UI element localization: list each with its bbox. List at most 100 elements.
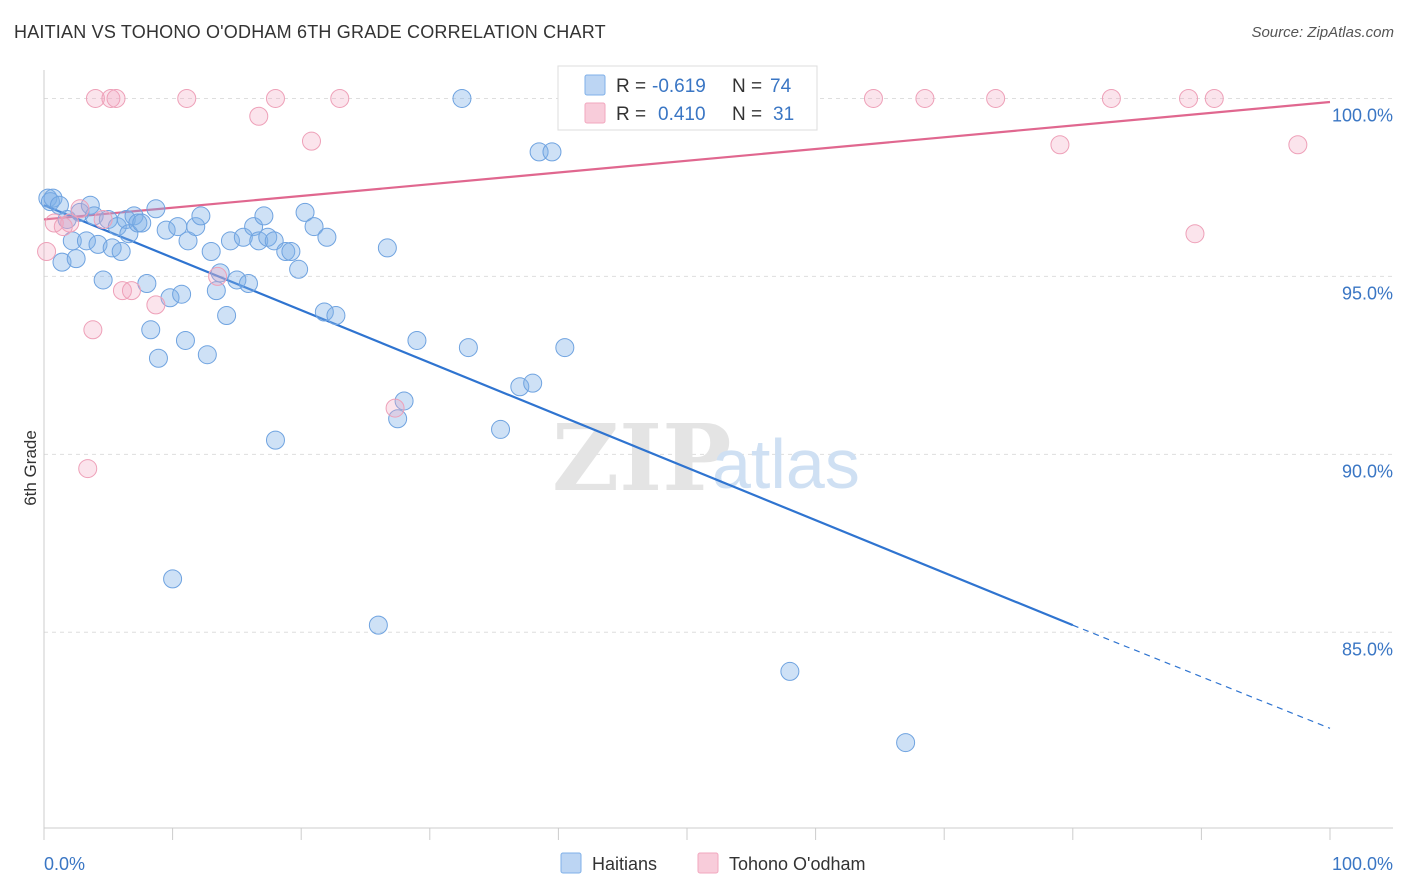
point-tohono-18 (330, 88, 350, 108)
point-haitians-44 (238, 274, 258, 294)
point-haitians-59 (368, 615, 388, 635)
point-tohono-24 (1050, 135, 1070, 155)
point-haitians-27 (156, 220, 176, 240)
x-tick-label-100: 100.0% (1332, 854, 1393, 874)
source-label: Source: ZipAtlas.com (1251, 24, 1394, 41)
point-haitians-2 (43, 188, 63, 208)
legend-n-value-2: 31 (773, 104, 794, 125)
y-tick-label-95: 95.0% (1342, 283, 1393, 303)
point-haitians-32 (175, 330, 195, 350)
point-haitians-10 (80, 195, 100, 215)
point-haitians-40 (217, 306, 237, 326)
point-haitians-23 (137, 274, 157, 294)
legend-r-value-1: -0.619 (652, 76, 706, 97)
point-tohono-21 (863, 88, 883, 108)
point-haitians-57 (317, 227, 337, 247)
point-haitians-58 (326, 306, 346, 326)
point-haitians-73 (542, 142, 562, 162)
point-haitians-17 (111, 241, 131, 261)
watermark-atlas: atlas (712, 425, 860, 503)
point-haitians-52 (281, 241, 301, 261)
point-tohono-28 (1204, 88, 1224, 108)
point-tohono-4 (78, 459, 98, 479)
point-haitians-4 (52, 252, 72, 272)
point-tohono-16 (265, 88, 285, 108)
point-haitians-22 (132, 213, 152, 233)
point-tohono-2 (60, 213, 80, 233)
legend-r-label-2: R = (616, 104, 646, 125)
legend-r-value-2: 0.410 (658, 104, 706, 125)
legend-n-label-2: N = (732, 104, 762, 125)
point-haitians-56 (314, 302, 334, 322)
y-tick-labels: 85.0% 90.0% 95.0% 100.0% (1332, 105, 1393, 659)
legend-swatch-blue (584, 74, 606, 96)
point-haitians-65 (458, 338, 478, 358)
series-legend: Haitians Tohono O'odham (560, 852, 866, 874)
point-haitians-53 (289, 259, 309, 279)
correlation-legend: R = -0.619 N = 74 R = 0.410 N = 31 (557, 65, 818, 131)
point-tohono-19 (385, 398, 405, 418)
point-tohono-14 (208, 266, 228, 286)
point-tohono-3 (70, 199, 90, 219)
point-tohono-17 (301, 131, 321, 151)
point-tohono-9 (106, 88, 126, 108)
point-haitians-68 (523, 373, 543, 393)
watermark-zip: ZIP (552, 404, 731, 512)
legend-label-haitians: Haitians (592, 854, 657, 874)
point-haitians-50 (265, 430, 285, 450)
point-haitians-70 (555, 338, 575, 358)
x-tick-label-0: 0.0% (44, 854, 85, 874)
point-haitians-34 (186, 217, 206, 237)
point-haitians-51 (276, 241, 296, 261)
trend-line-haitians-extension (1072, 624, 1331, 729)
point-haitians-43 (233, 227, 253, 247)
point-haitians-24 (141, 320, 161, 340)
point-haitians-54 (295, 202, 315, 222)
point-haitians-64 (452, 88, 472, 108)
point-haitians-12 (88, 234, 108, 254)
point-haitians-72 (896, 733, 916, 753)
trend-lines (43, 100, 1331, 729)
gridlines (44, 97, 1393, 633)
point-tohono-12 (146, 295, 166, 315)
point-haitians-39 (210, 263, 230, 283)
legend-n-label-1: N = (732, 76, 762, 97)
legend-swatch-pink (584, 102, 606, 124)
point-haitians-29 (163, 569, 183, 589)
point-haitians-60 (377, 238, 397, 258)
legend-n-value-1: 74 (770, 76, 792, 97)
point-tohono-25 (1101, 88, 1121, 108)
y-tick-label-85: 85.0% (1342, 639, 1393, 659)
point-haitians-45 (244, 217, 264, 237)
point-tohono-8 (101, 88, 121, 108)
legend-r-label-1: R = (616, 76, 646, 97)
point-tohono-0 (37, 241, 57, 261)
y-axis-title: 6th Grade (21, 430, 40, 506)
point-haitians-13 (93, 270, 113, 290)
point-haitians-41 (220, 231, 240, 251)
data-points (37, 88, 1308, 753)
legend-swatch-haitians (560, 852, 582, 874)
point-tohono-22 (915, 88, 935, 108)
point-haitians-9 (76, 231, 96, 251)
point-tohono-5 (83, 320, 103, 340)
point-haitians-26 (148, 348, 168, 368)
point-haitians-71 (780, 661, 800, 681)
point-tohono-13 (177, 88, 197, 108)
point-haitians-25 (146, 199, 166, 219)
point-tohono-30 (53, 217, 73, 237)
point-tohono-23 (986, 88, 1006, 108)
chart-title: HAITIAN VS TOHONO O'ODHAM 6TH GRADE CORR… (14, 22, 606, 42)
point-tohono-6 (85, 88, 105, 108)
point-tohono-29 (1288, 135, 1308, 155)
y-tick-label-100: 100.0% (1332, 105, 1393, 125)
legend-label-tohono: Tohono O'odham (729, 854, 866, 874)
point-tohono-11 (121, 281, 141, 301)
point-haitians-48 (258, 227, 278, 247)
point-haitians-63 (407, 330, 427, 350)
legend-swatch-tohono (697, 852, 719, 874)
point-haitians-7 (66, 249, 86, 269)
point-haitians-42 (227, 270, 247, 290)
trend-line-tohono (43, 100, 1331, 221)
